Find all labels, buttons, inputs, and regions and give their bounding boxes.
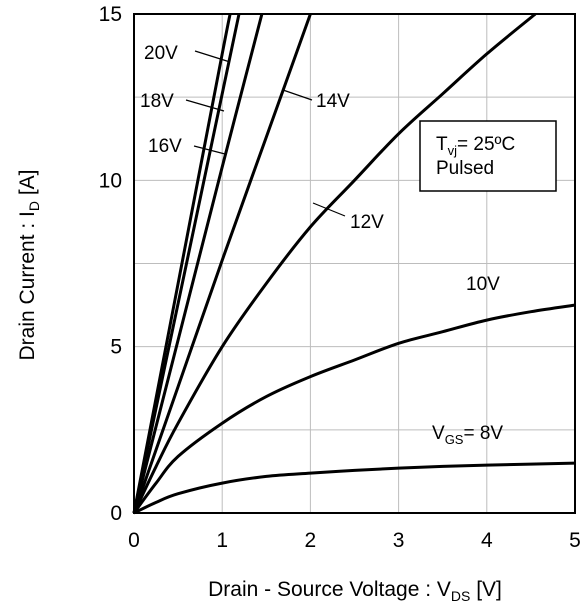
y-axis-title: Drain Current : ID [A] [16,169,42,360]
series-line-2 [132,12,537,514]
label-12v: 12V [350,212,384,233]
conditions-box: Tvj= 25ºC Pulsed [419,120,557,192]
label-14v: 14V [316,91,350,112]
y-tick-label: 10 [99,169,122,192]
leader-20v [194,50,231,63]
x-tick-label: 1 [216,529,228,552]
leader-14v [282,89,313,101]
conditions-box-border [419,120,557,192]
label-10v: 10V [466,274,500,295]
series-line-0 [133,461,576,515]
leader-16v [193,145,226,155]
series-line-3 [132,13,312,514]
x-tick-label: 5 [569,529,581,552]
label-18v: 18V [140,91,174,112]
series-line-6 [132,13,232,514]
y-tick-labels: 0 5 10 15 [99,3,122,525]
series-curves [132,12,576,515]
series-labels: 20V 18V 16V 14V 12V 10V VGS= 8V [140,43,503,447]
label-16v: 16V [148,136,182,157]
leader-12v [312,202,346,217]
label-20v: 20V [144,43,178,64]
x-tick-label: 2 [305,529,317,552]
y-tick-label: 15 [99,3,122,26]
label-8v: VGS= 8V [432,423,503,447]
x-tick-label: 3 [393,529,405,552]
grid [134,14,575,513]
x-tick-label: 0 [128,529,140,552]
x-axis-title: Drain - Source Voltage : VDS [V] [208,578,502,604]
y-tick-label: 0 [110,502,122,525]
y-tick-label: 5 [110,336,122,359]
temperature-note: Tvj= 25ºC [436,134,515,158]
x-tick-labels: 0 1 2 3 4 5 [128,529,581,552]
plot-frame [133,13,576,514]
pulsed-note: Pulsed [436,158,494,179]
series-line-4 [132,13,264,514]
leader-18v [185,99,225,112]
x-tick-label: 4 [481,529,493,552]
series-line-1 [132,303,576,514]
